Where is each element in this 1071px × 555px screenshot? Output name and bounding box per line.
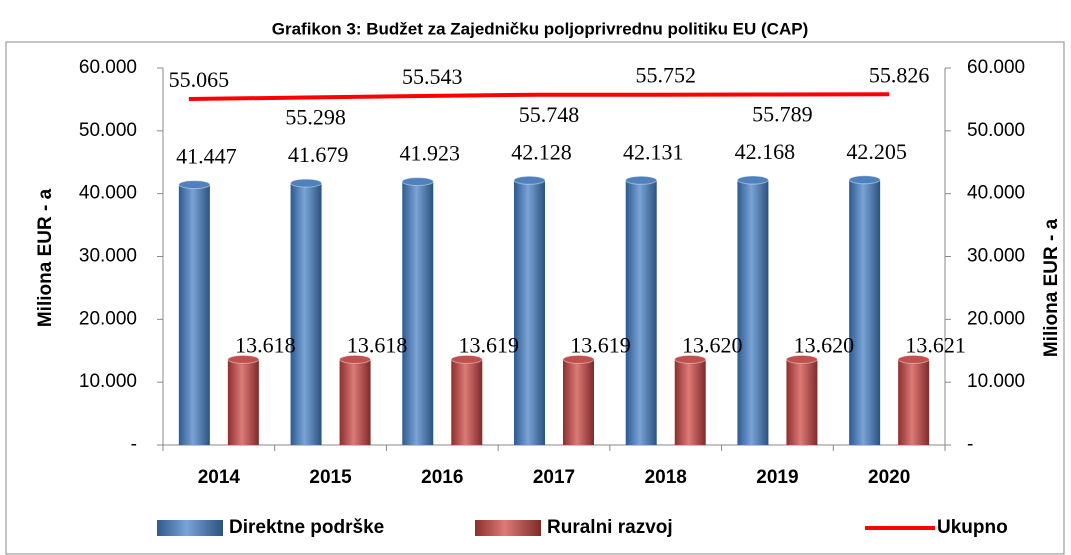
bar <box>451 359 483 445</box>
y2-tick-label: 60.000 <box>967 57 1025 78</box>
y2-tick-label: 40.000 <box>967 183 1025 204</box>
bar-cap <box>401 177 434 187</box>
data-label: 13.618 <box>347 332 408 357</box>
bar <box>563 359 594 445</box>
bar <box>625 180 657 445</box>
bar-cap <box>290 178 323 188</box>
data-label: 55.789 <box>752 102 813 127</box>
data-label: 42.128 <box>511 139 572 164</box>
chart-frame <box>5 41 1065 555</box>
data-label: 13.618 <box>235 332 296 357</box>
x-tick-label: 2017 <box>533 467 575 488</box>
data-label: 41.447 <box>176 144 237 169</box>
bar <box>178 184 210 445</box>
y-tick-label: 10.000 <box>79 371 137 392</box>
data-label: 13.621 <box>905 332 966 357</box>
y-tick-label: 60.000 <box>79 57 137 78</box>
bar-cap <box>736 175 769 185</box>
bar-cap <box>897 354 930 364</box>
x-tick-label: 2015 <box>309 467 352 488</box>
bar-cap <box>513 175 546 185</box>
bar <box>849 179 881 445</box>
x-tick-label: 2020 <box>868 467 910 488</box>
data-label: 55.543 <box>402 64 463 89</box>
data-label: 41.923 <box>400 141 461 166</box>
data-label: 13.620 <box>682 332 743 357</box>
bar-cap <box>848 175 881 185</box>
y-tick-label: 20.000 <box>79 308 137 329</box>
legend-swatch <box>475 520 541 536</box>
bar-cap <box>562 354 595 364</box>
bar-cap <box>178 180 211 190</box>
legend-swatch <box>157 520 223 536</box>
legend-label: Direktne podrške <box>229 517 384 538</box>
y2-tick-label: 10.000 <box>967 371 1025 392</box>
bar <box>402 181 434 446</box>
y-tick-label: 40.000 <box>79 183 137 204</box>
bar <box>339 359 371 445</box>
bar-cap <box>339 354 372 364</box>
y-axis-label: Miliona EUR - a <box>35 188 56 327</box>
y2-tick-label: 50.000 <box>967 120 1025 141</box>
bar-cap <box>625 175 658 185</box>
data-label: 55.748 <box>519 102 580 127</box>
data-label: 42.205 <box>846 139 907 164</box>
y2-tick-label: 20.000 <box>967 308 1025 329</box>
y2-tick-label: 30.000 <box>967 246 1025 267</box>
y-tick-label: 50.000 <box>79 120 137 141</box>
data-label: 42.131 <box>623 139 684 164</box>
bar <box>737 180 769 445</box>
x-tick-label: 2018 <box>645 467 687 488</box>
data-label: 55.065 <box>169 67 230 92</box>
legend-label: Ukupno <box>937 517 1008 538</box>
line <box>188 92 890 102</box>
x-tick-label: 2014 <box>198 467 241 488</box>
data-label: 55.826 <box>869 62 930 87</box>
chart-title: Grafikon 3: Budžet za Zajedničku poljopr… <box>272 19 809 38</box>
data-label: 55.298 <box>285 105 346 130</box>
x-tick-label: 2016 <box>421 467 463 488</box>
bar <box>514 180 545 446</box>
y2-tick-label: - <box>967 434 973 455</box>
bar-cap <box>674 354 707 364</box>
data-label: 55.752 <box>635 63 696 88</box>
bar <box>227 359 259 445</box>
bar-cap <box>227 354 260 364</box>
bar <box>290 183 322 445</box>
x-tick-label: 2019 <box>756 467 798 488</box>
data-label: 13.619 <box>570 332 631 357</box>
y-tick-label: 30.000 <box>79 246 137 267</box>
bar <box>898 359 930 445</box>
legend-label: Ruralni razvoj <box>547 517 673 538</box>
data-label: 41.679 <box>288 142 349 167</box>
data-label: 13.619 <box>459 332 520 357</box>
y-tick-label: - <box>131 434 137 455</box>
bar <box>674 359 706 445</box>
y2-axis-label: Miliona EUR - a <box>1041 218 1062 357</box>
data-label: 13.620 <box>794 332 855 357</box>
bar <box>786 359 818 445</box>
data-label: 42.168 <box>735 139 796 164</box>
bar-cap <box>450 354 483 364</box>
bar-cap <box>785 354 818 364</box>
